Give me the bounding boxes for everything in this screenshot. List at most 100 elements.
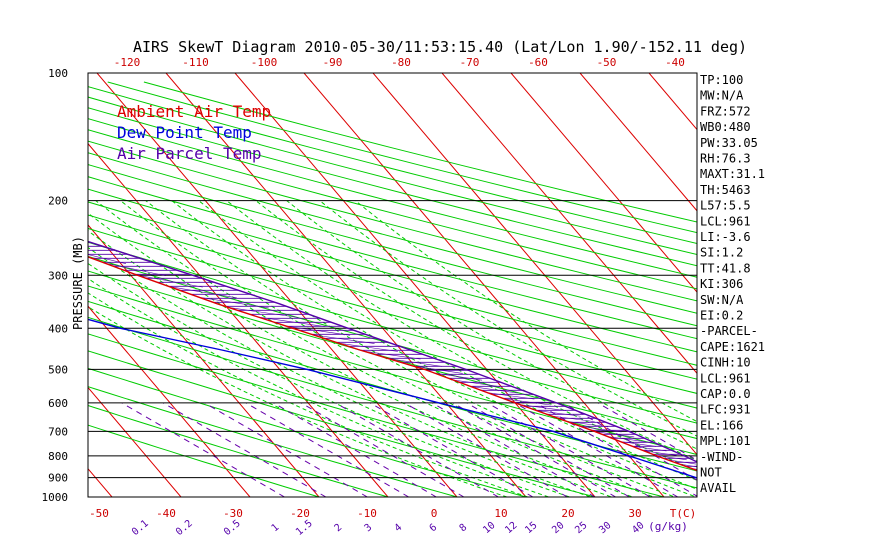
mixing-ratio-line [369,402,534,497]
legend-parcel: Air Parcel Temp [117,144,262,163]
mixing-ratio-tick: 3 [363,522,375,534]
index-item: CAP:0.0 [700,387,751,401]
bottom-temp-tick: -50 [89,507,109,520]
pressure-tick-labels: 100 200 300 400 500 600 700 800 900 1000 [42,67,69,504]
index-item: WB0:480 [700,120,751,134]
cape-hatch-diagonal [520,404,567,412]
cape-hatch-diagonal [566,421,609,428]
cape-hatch-diagonal [0,221,29,237]
cape-hatch-diagonal [678,463,697,468]
dry-adiabat-line [88,214,697,380]
dry-adiabat-line [88,107,697,267]
mixing-ratio-tick: 40 [630,520,646,536]
mixing-ratio-line [204,402,368,497]
top-temp-tick: -100 [251,56,278,69]
mixing-ratio-line [121,402,285,497]
bottom-temp-tick-labels: -50 -40 -30 -20 -10 0 10 20 30 T(C) [89,507,696,520]
index-item: KI:306 [700,277,743,291]
top-temp-tick: -60 [528,56,548,69]
isotherm-line [88,386,182,497]
pressure-tick: 100 [48,67,68,80]
index-item: TT:41.8 [700,261,751,275]
moist-adiabat-line [88,306,509,497]
moist-adiabat-line [88,246,593,497]
cape-hatch-diagonal [169,286,237,299]
isotherm-line [88,305,251,497]
mixing-ratio-line [335,402,499,497]
cape-hatch-diagonal [434,372,483,381]
dry-adiabat-line [88,129,697,290]
index-item: MAXT:31.1 [700,167,765,181]
dry-adiabat-line [88,118,697,278]
top-temp-tick: -50 [597,56,617,69]
index-item: EI:0.2 [700,309,743,323]
cape-hatch-area [0,221,697,471]
mixing-ratio-tick: 30 [597,520,613,536]
legend-ambient: Ambient Air Temp [117,102,271,121]
cape-hatch-diagonal [643,450,677,456]
index-item: SI:1.2 [700,246,743,260]
y-axis-label: PRESSURE (MB) [71,236,85,330]
bottom-temp-tick: 20 [561,507,574,520]
pressure-tick: 600 [48,397,68,410]
cape-hatch-diagonal [88,254,127,264]
cape-hatch-diagonal [666,459,696,465]
index-item: SW:N/A [700,293,744,307]
series-line [88,256,697,472]
dry-adiabat-line [88,285,697,456]
pressure-tick: 800 [48,450,68,463]
index-item: -WIND- [700,450,743,464]
index-item: LI:-3.6 [700,230,751,244]
moist-adiabat-line [88,277,551,497]
cape-hatch-diagonal [487,392,535,400]
moist-adiabat-line [95,200,656,497]
mixing-ratio-tick: 25 [573,520,589,536]
mixing-ratio-tick-labels: 0.1 0.2 0.5 1 1.5 2 3 4 6 8 10 12 15 20 25 30 40 (g/kg) [130,518,688,538]
legend-dewpoint: Dew Point Temp [117,123,252,142]
pressure-tick: 400 [48,322,68,335]
index-item: MPL:101 [700,434,751,448]
index-item: TP:100 [700,73,743,87]
cape-hatch-diagonal [313,334,375,344]
mixing-ratio-tick: 15 [523,520,539,536]
cape-hatch-diagonal [338,342,399,352]
mixing-ratio-tick: 6 [428,522,440,534]
moist-adiabat-line [226,200,697,472]
dry-adiabat-line [88,424,321,497]
mixing-ratio-line [300,402,465,497]
top-temp-tick: -80 [391,56,411,69]
isotherm-line [165,73,527,497]
moist-adiabat-line [198,200,697,481]
chart-legend: Ambient Air Temp Dew Point Temp Air Parc… [117,102,271,163]
mixing-ratio-line [432,402,596,497]
top-temp-tick: -70 [460,56,480,69]
mixing-ratio-tick: 8 [458,522,470,534]
dry-adiabat-line [88,152,697,314]
index-item: NOT [700,466,722,480]
bottom-temp-tick: 0 [431,507,438,520]
isotherm-line [510,73,697,293]
isotherm-line [88,142,389,497]
isotherm-line [0,73,43,497]
mixing-ratio-tick: 1.5 [294,518,315,538]
dry-adiabat-line [88,350,598,497]
pressure-tick: 1000 [42,491,69,504]
cape-hatch-diagonal [104,262,166,277]
moist-adiabat-line [171,200,697,490]
dry-adiabat-line [88,176,697,340]
bottom-temp-tick: 10 [494,507,507,520]
mixing-ratio-unit: (g/kg) [648,520,688,533]
cape-hatch-diagonal [595,431,635,438]
dry-adiabat-line [88,316,697,489]
cape-hatch-diagonal [536,410,581,417]
top-temp-tick: -90 [323,56,343,69]
cape-hatch-diagonal [199,297,269,309]
pressure-tick: 200 [48,195,68,208]
pressure-tick: 300 [48,269,68,282]
mixing-ratio-line [245,402,409,497]
cape-hatch-diagonal [452,379,501,388]
dry-adiabat-line [88,386,459,497]
cape-hatch-diagonal [286,325,351,336]
dry-adiabat-line [88,164,697,327]
bottom-temp-tick: -20 [290,507,310,520]
